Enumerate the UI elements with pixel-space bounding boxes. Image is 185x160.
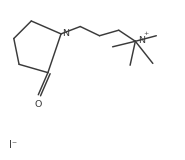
Text: N: N	[62, 29, 69, 38]
Text: N: N	[138, 36, 145, 45]
Text: +: +	[144, 32, 149, 36]
Text: I⁻: I⁻	[9, 140, 17, 150]
Text: O: O	[35, 100, 42, 109]
